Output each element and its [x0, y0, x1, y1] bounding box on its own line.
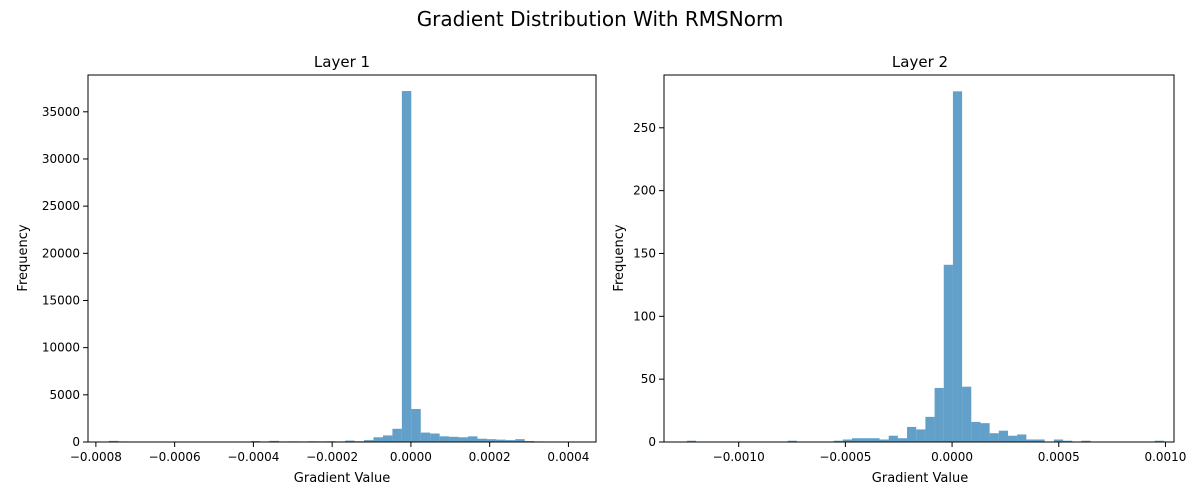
layer-1-histogram-bar: [401, 91, 412, 442]
layer-2-histogram-bar: [897, 438, 908, 442]
layer-2-histogram-bar: [842, 439, 852, 442]
layer-2-title: Layer 2: [892, 53, 948, 71]
layer-2-histogram-bar: [888, 435, 898, 442]
layer-2-histogram-bar: [1154, 440, 1164, 442]
layer-1-histogram-bar: [439, 436, 450, 442]
layer-1-histogram-bar: [382, 435, 393, 442]
layer-1-histogram-bar: [496, 439, 506, 442]
layer-1-histogram-bar: [269, 440, 279, 442]
layer-2-x-tick-label: 0.0000: [931, 450, 973, 464]
layer-2-x-tick-label: 0.0005: [1038, 450, 1080, 464]
layer-1-histogram-bar: [364, 440, 374, 442]
layer-2-histogram-bar: [851, 438, 862, 442]
layer-1-histogram-bar: [345, 440, 355, 442]
layer-2-y-tick-label: 0: [648, 435, 656, 449]
layer-2-histogram-bar: [1053, 439, 1064, 442]
layer-1-y-ticks: 0 5000 10000 15000 20000 25000 30000 35000: [42, 105, 88, 449]
layer-2-y-tick-label: 250: [633, 121, 656, 135]
layer-1-y-tick-label: 20000: [42, 246, 80, 260]
layer-1-x-tick-label: 0.0000: [390, 450, 432, 464]
layer-2-histogram-bar: [962, 386, 972, 442]
layer-2-histogram-bar: [971, 421, 981, 442]
layer-2-y-tick-label: 50: [641, 372, 656, 386]
layer-2-histogram-bar: [1017, 434, 1027, 442]
layer-2-histogram-bar: [989, 433, 999, 442]
layer-1-x-tick-label: 0.0002: [469, 450, 511, 464]
layer-1-histogram-bar: [505, 440, 516, 442]
layer-1-y-tick-label: 30000: [42, 152, 80, 166]
layer-1-histogram-bar: [420, 432, 431, 442]
layer-2-histogram-bar: [952, 91, 963, 442]
layer-2-histogram-bar: [1081, 440, 1091, 442]
layer-1-y-tick-label: 5000: [49, 388, 80, 402]
layer-2-histogram-bar: [925, 416, 935, 442]
layer-1-histogram-bar: [108, 440, 119, 442]
layer-2-histogram-bar: [998, 430, 1008, 442]
layer-2-x-tick-label: −0.0005: [819, 450, 871, 464]
layer-1-x-axis-label: Gradient Value: [294, 471, 390, 486]
layer-2-histogram-bar: [833, 440, 843, 442]
layer-2-x-ticks: −0.0010 −0.0005 0.0000 0.0005 0.0010: [713, 442, 1186, 464]
layer-2-histogram-bar: [787, 440, 797, 442]
layer-1-histogram-bar: [430, 433, 440, 442]
layer-1-y-tick-label: 35000: [42, 105, 80, 119]
layer-2-histogram-bars: [686, 91, 1164, 442]
layer-2-x-axis-label: Gradient Value: [872, 471, 968, 486]
layer-2-y-tick-label: 100: [633, 309, 656, 323]
layer-2-histogram-bar: [1007, 435, 1018, 442]
layer-2-histogram-bar: [916, 429, 926, 442]
layer-1-x-tick-label: −0.0008: [70, 450, 122, 464]
layer-1-histogram-bar: [515, 439, 525, 442]
layer-2-y-tick-label: 200: [633, 184, 656, 198]
layer-1-histogram-bar: [392, 428, 402, 442]
layer-1-x-tick-label: −0.0006: [149, 450, 201, 464]
layer-1-title: Layer 1: [314, 53, 370, 71]
layer-2-histogram-bar: [934, 387, 944, 442]
layer-2-histogram-bar: [861, 438, 871, 442]
layer-1-x-ticks: −0.0008 −0.0006 −0.0004 −0.0002 0.0000 0.0002…: [70, 442, 589, 464]
layer-1-histogram-bar: [373, 437, 383, 442]
layer-2-histogram-bar: [1035, 439, 1045, 442]
layer-2-panel: Layer 2 −0.0010 −0.0005 0.0000 0.0005 0.0010…: [612, 53, 1186, 486]
layer-1-y-axis-label: Frequency: [16, 224, 31, 291]
layer-2-y-tick-label: 150: [633, 246, 656, 260]
layer-1-histogram-bar: [486, 439, 497, 442]
layer-2-x-tick-label: 0.0010: [1144, 450, 1186, 464]
layer-1-histogram-bar: [411, 408, 421, 442]
layer-1-y-tick-label: 15000: [42, 293, 80, 307]
layer-2-y-axis-label: Frequency: [612, 224, 627, 291]
layer-1-x-tick-label: −0.0004: [227, 450, 279, 464]
layer-1-plot-frame: [87, 74, 597, 443]
layer-1-x-tick-label: −0.0002: [306, 450, 358, 464]
layer-1-histogram-bar: [468, 436, 478, 442]
layer-1-y-tick-label: 25000: [42, 199, 80, 213]
layer-2-histogram-bar: [1063, 440, 1073, 442]
layer-2-histogram-bar: [980, 423, 990, 442]
layer-2-histogram-bar: [686, 440, 697, 442]
layer-1-x-tick-label: 0.0004: [547, 450, 589, 464]
layer-2-x-tick-label: −0.0010: [713, 450, 765, 464]
layer-1-histogram-bar: [477, 438, 487, 442]
layer-2-histogram-bar: [907, 426, 917, 442]
layer-2-histogram-bar: [943, 264, 953, 442]
layer-1-panel: Layer 1 −0.0008 −0.0006 −0.0004 −0.0002 0.00…: [16, 53, 597, 486]
layer-2-histogram-bar: [1026, 439, 1036, 442]
figure-title: Gradient Distribution With RMSNorm: [417, 7, 784, 31]
layer-2-histogram-bar: [870, 438, 880, 442]
layer-1-histogram-bars: [99, 91, 554, 443]
layer-1-y-tick-label: 10000: [42, 341, 80, 355]
layer-2-y-ticks: 0 50 100 150 200 250: [633, 121, 664, 449]
layer-1-histogram-bar: [449, 436, 459, 442]
layer-1-histogram-bar: [458, 437, 469, 442]
layer-2-histogram-bar: [879, 439, 889, 442]
layer-2-plot-frame: [663, 74, 1175, 443]
layer-1-y-tick-label: 0: [72, 435, 80, 449]
